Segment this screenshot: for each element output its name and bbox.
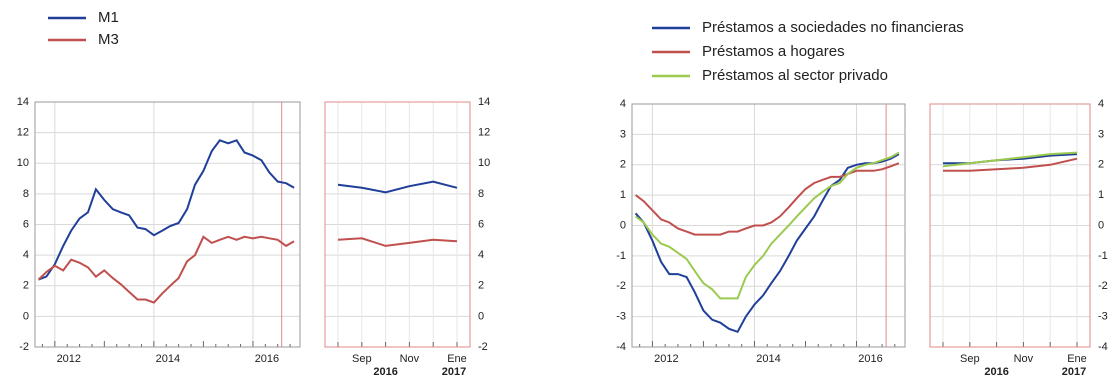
- y-tick-label: 10: [17, 157, 29, 169]
- legend-label: M3: [98, 31, 119, 48]
- x-tick-label: 2016: [858, 353, 882, 365]
- y-tick-label: 4: [23, 249, 29, 261]
- series-line: [38, 139, 295, 281]
- y-tick-label: 10: [478, 157, 490, 169]
- y-tick-label: -2: [19, 341, 29, 353]
- x-tick-label: 2012: [57, 353, 81, 365]
- x-year-label: 2017: [1062, 366, 1086, 378]
- y-tick-label: -1: [1098, 250, 1108, 262]
- series-line: [337, 180, 458, 194]
- y-tick-label: -4: [1098, 341, 1108, 353]
- y-tick-label: 14: [17, 96, 29, 108]
- zoom-frame: [324, 101, 471, 348]
- y-tick-label: 6: [478, 218, 484, 230]
- plot-frame: [34, 101, 301, 348]
- legend-label: Préstamos al sector privado: [702, 67, 888, 84]
- y-tick-label: 1: [620, 189, 626, 201]
- legend-label: Préstamos a hogares: [702, 43, 845, 60]
- y-tick-label: 4: [478, 249, 484, 261]
- y-tick-label: 2: [478, 280, 484, 292]
- y-tick-label: -4: [616, 341, 626, 353]
- series-line: [337, 237, 458, 247]
- legend-label: Préstamos a sociedades no financieras: [702, 19, 964, 36]
- y-tick-label: -2: [478, 341, 488, 353]
- x-tick-label: Nov: [1014, 353, 1034, 365]
- x-tick-label: 2014: [756, 353, 780, 365]
- series-line: [942, 151, 1078, 168]
- legend-label: M1: [98, 9, 119, 26]
- y-tick-label: 14: [478, 96, 490, 108]
- x-year-label: 2017: [442, 366, 466, 378]
- x-tick-label: Nov: [400, 353, 420, 365]
- y-tick-label: 12: [17, 127, 29, 139]
- y-tick-label: 0: [620, 219, 626, 231]
- series-line: [634, 153, 900, 334]
- x-tick-label: 2012: [654, 353, 678, 365]
- x-tick-label: 2016: [255, 353, 279, 365]
- series-line: [634, 162, 900, 236]
- y-tick-label: 8: [23, 188, 29, 200]
- x-tick-label: Ene: [1067, 353, 1087, 365]
- y-tick-label: 1: [1098, 189, 1104, 201]
- y-tick-label: -3: [1098, 311, 1108, 323]
- y-tick-label: 0: [1098, 219, 1104, 231]
- y-tick-label: 0: [23, 310, 29, 322]
- y-tick-label: 6: [23, 218, 29, 230]
- x-year-label: 2016: [373, 366, 397, 378]
- y-tick-label: 3: [620, 128, 626, 140]
- y-tick-label: -3: [616, 311, 626, 323]
- y-tick-label: 2: [620, 159, 626, 171]
- x-tick-label: Ene: [447, 353, 467, 365]
- y-tick-label: 12: [478, 127, 490, 139]
- y-tick-label: -2: [1098, 280, 1108, 292]
- zoom-frame: [929, 103, 1091, 348]
- x-tick-label: 2014: [156, 353, 180, 365]
- series-line: [37, 235, 295, 304]
- y-tick-label: 8: [478, 188, 484, 200]
- y-tick-label: -2: [616, 280, 626, 292]
- x-tick-label: Sep: [352, 353, 372, 365]
- y-tick-label: 4: [1098, 98, 1104, 110]
- series-line: [943, 157, 1078, 172]
- y-tick-label: 2: [23, 280, 29, 292]
- y-tick-label: 2: [1098, 159, 1104, 171]
- x-tick-label: Sep: [960, 353, 980, 365]
- series-line: [634, 151, 900, 300]
- y-tick-label: 3: [1098, 128, 1104, 140]
- y-tick-label: -1: [616, 250, 626, 262]
- x-year-label: 2016: [984, 366, 1008, 378]
- plot-frame: [631, 103, 906, 348]
- y-tick-label: 4: [620, 98, 626, 110]
- y-tick-label: 0: [478, 310, 484, 322]
